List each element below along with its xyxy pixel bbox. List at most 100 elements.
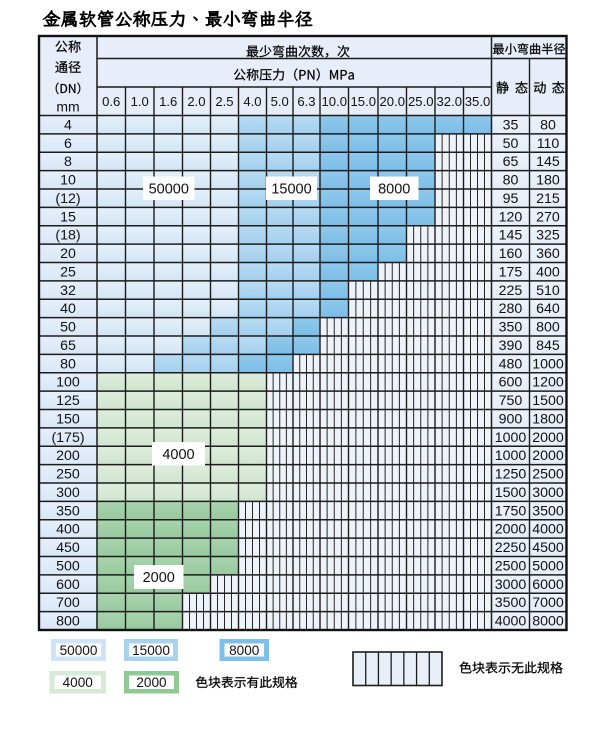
svg-text:120: 120 [499,209,523,225]
svg-text:160: 160 [499,246,523,262]
svg-text:145: 145 [536,154,560,170]
svg-text:800: 800 [536,320,560,336]
svg-text:360: 360 [536,246,560,262]
svg-text:20: 20 [60,246,76,262]
svg-text:4000: 4000 [495,614,527,630]
svg-text:25.0: 25.0 [408,94,433,109]
svg-text:15.0: 15.0 [351,94,376,109]
svg-text:80: 80 [503,173,519,189]
svg-text:145: 145 [499,228,523,244]
svg-text:1250: 1250 [495,467,527,483]
svg-text:8000: 8000 [378,181,410,197]
svg-text:2.5: 2.5 [215,94,233,109]
svg-text:15000: 15000 [271,181,311,197]
svg-text:1800: 1800 [532,411,564,427]
svg-text:35.0: 35.0 [465,94,490,109]
svg-text:(12): (12) [55,191,80,207]
svg-text:300: 300 [56,485,80,501]
svg-text:6: 6 [64,136,72,152]
svg-text:150: 150 [56,411,80,427]
svg-text:10: 10 [60,173,76,189]
svg-text:2000: 2000 [495,522,527,538]
svg-text:50000: 50000 [60,643,98,658]
svg-text:3000: 3000 [495,577,527,593]
svg-text:1500: 1500 [532,393,564,409]
svg-text:32: 32 [60,283,76,299]
svg-text:6000: 6000 [532,577,564,593]
svg-text:3000: 3000 [532,485,564,501]
svg-text:100: 100 [56,375,80,391]
svg-text:350: 350 [56,503,80,519]
svg-text:500: 500 [56,558,80,574]
svg-text:2000: 2000 [532,448,564,464]
svg-text:200: 200 [56,448,80,464]
svg-text:4.0: 4.0 [243,94,261,109]
svg-text:4: 4 [64,117,72,133]
svg-text:480: 480 [499,356,523,372]
svg-text:80: 80 [60,356,76,372]
svg-text:1000: 1000 [532,356,564,372]
svg-text:2500: 2500 [495,558,527,574]
svg-text:845: 845 [536,338,560,354]
svg-text:mm: mm [56,99,79,115]
svg-text:4000: 4000 [532,522,564,538]
svg-text:900: 900 [499,411,523,427]
svg-text:2.0: 2.0 [187,94,205,109]
svg-text:270: 270 [536,209,560,225]
svg-text:65: 65 [60,338,76,354]
svg-text:15: 15 [60,209,76,225]
svg-text:125: 125 [56,393,80,409]
svg-text:35: 35 [503,117,519,133]
svg-text:32.0: 32.0 [437,94,462,109]
svg-text:50000: 50000 [149,181,189,197]
svg-text:8000: 8000 [532,614,564,630]
svg-text:5.0: 5.0 [271,94,289,109]
svg-text:1000: 1000 [495,430,527,446]
svg-text:110: 110 [537,136,560,152]
svg-text:4000: 4000 [162,447,194,463]
svg-text:6.3: 6.3 [297,94,315,109]
svg-text:225: 225 [499,283,523,299]
svg-text:600: 600 [56,577,80,593]
svg-text:25: 25 [60,264,76,280]
svg-text:8000: 8000 [229,643,260,658]
svg-text:10.0: 10.0 [322,94,347,109]
svg-text:400: 400 [536,264,560,280]
svg-text:20.0: 20.0 [380,94,405,109]
svg-text:2000: 2000 [143,570,175,586]
svg-text:1.0: 1.0 [131,94,149,109]
svg-text:2250: 2250 [495,540,527,556]
svg-text:50: 50 [60,320,76,336]
svg-text:1000: 1000 [495,448,527,464]
svg-text:800: 800 [56,614,80,630]
svg-text:640: 640 [536,301,560,317]
svg-text:8: 8 [64,154,72,170]
svg-text:2000: 2000 [532,430,564,446]
svg-text:1500: 1500 [495,485,527,501]
svg-text:325: 325 [536,228,560,244]
svg-text:510: 510 [536,283,560,299]
svg-text:390: 390 [499,338,523,354]
svg-text:4000: 4000 [63,675,94,690]
svg-text:1200: 1200 [532,375,564,391]
svg-text:40: 40 [60,301,76,317]
svg-text:4500: 4500 [532,540,564,556]
svg-text:3500: 3500 [495,595,527,611]
svg-text:80: 80 [540,117,556,133]
svg-text:400: 400 [56,522,80,538]
svg-text:1750: 1750 [495,503,527,519]
svg-text:0.6: 0.6 [102,94,120,109]
svg-text:600: 600 [499,375,523,391]
svg-text:2000: 2000 [136,675,167,690]
svg-text:7000: 7000 [532,595,564,611]
svg-text:280: 280 [499,301,523,317]
svg-text:450: 450 [56,540,80,556]
svg-text:3500: 3500 [532,503,564,519]
svg-text:(18): (18) [55,228,80,244]
svg-text:65: 65 [503,154,519,170]
svg-text:215: 215 [536,191,560,207]
svg-text:700: 700 [56,595,80,611]
svg-text:(175): (175) [51,430,84,446]
svg-text:5000: 5000 [532,558,564,574]
svg-text:50: 50 [503,136,519,152]
